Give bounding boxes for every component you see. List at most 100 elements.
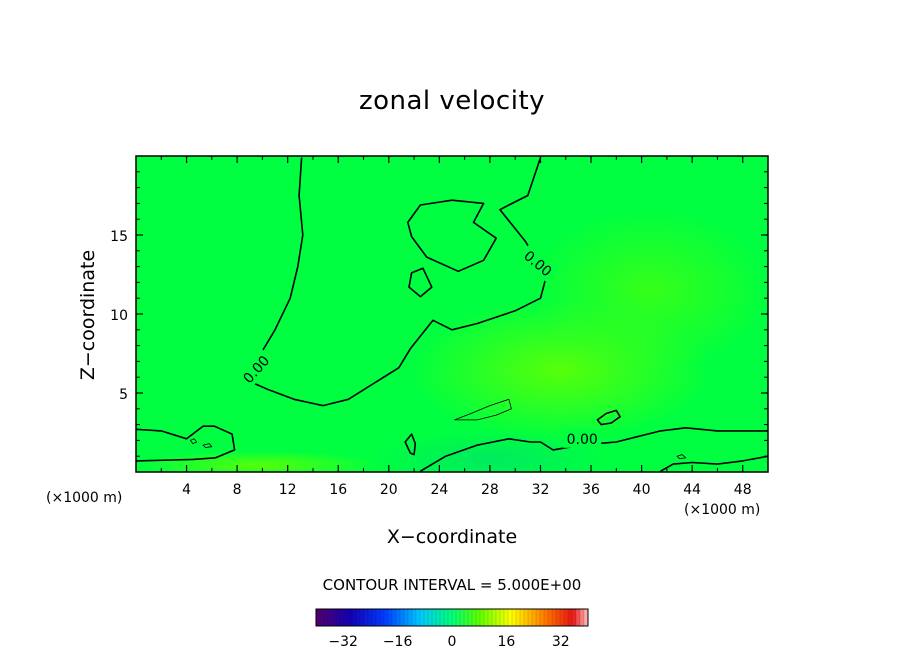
zero-contour <box>596 409 621 426</box>
colorbar-swatch <box>384 609 389 626</box>
colorbar-swatch <box>364 609 369 626</box>
zero-contour <box>404 433 417 456</box>
colorbar-swatch <box>368 609 373 626</box>
colorbar-swatch <box>396 609 401 626</box>
x-tick-label: 28 <box>481 482 499 498</box>
colorbar-swatch <box>432 609 437 626</box>
colorbar-swatch <box>544 609 549 626</box>
colorbar-swatch <box>412 609 417 626</box>
x-units-label-left: (×1000 m) <box>46 490 123 506</box>
colorbar-swatch <box>456 609 461 626</box>
colorbar-swatch <box>388 609 393 626</box>
contour-line <box>202 443 213 448</box>
colorbar-swatch <box>420 609 425 626</box>
colorbar-swatch <box>448 609 453 626</box>
colorbar-frame <box>315 608 589 627</box>
x-axis-label: X−coordinate <box>386 526 518 548</box>
contour-label-bg <box>563 429 602 448</box>
colorbar-swatch <box>404 609 409 626</box>
colorbar-swatch <box>336 609 341 626</box>
x-tick-label: 16 <box>329 482 347 498</box>
colorbar-swatch <box>436 609 441 626</box>
x-tick-label: 4 <box>182 482 191 498</box>
colorbar-swatch <box>488 609 493 626</box>
colorbar-swatch <box>468 609 473 626</box>
colorbar-tick-label: 32 <box>552 634 570 650</box>
colorbar-swatch <box>508 609 513 626</box>
colorbar-swatch <box>512 609 517 626</box>
zero-contour <box>660 455 768 472</box>
contour-line <box>190 438 198 444</box>
colorbar-swatch <box>576 609 581 626</box>
colorbar-swatch <box>360 609 365 626</box>
colorbar-swatch <box>324 609 329 626</box>
zero-contour <box>136 425 236 462</box>
colorbar-swatch <box>352 609 357 626</box>
colorbar-swatch <box>372 609 377 626</box>
colorbar-swatch <box>476 609 481 626</box>
colorbar-swatch <box>348 609 353 626</box>
contour-interval-label: CONTOUR INTERVAL = 5.000E+00 <box>322 576 582 594</box>
x-tick-label: 40 <box>633 482 651 498</box>
colorbar-swatch <box>460 609 465 626</box>
zero-contour <box>407 199 497 273</box>
contour-label-bg <box>517 244 559 283</box>
colorbar-swatch <box>416 609 421 626</box>
colorbar-swatch <box>424 609 429 626</box>
colorbar-tick-label: 16 <box>497 634 515 650</box>
colorbar-swatch <box>496 609 501 626</box>
colorbar: −32 −16 0 16 32 <box>315 608 589 650</box>
colorbar-swatch <box>568 609 573 626</box>
colorbar-swatch <box>500 609 505 626</box>
contour-label-bg <box>236 349 276 390</box>
x-tick-label: 48 <box>734 482 752 498</box>
colorbar-swatch <box>344 609 349 626</box>
colorbar-swatch <box>532 609 537 626</box>
zero-contour <box>408 267 433 298</box>
colorbar-swatch <box>556 609 561 626</box>
colorbar-swatch <box>444 609 449 626</box>
colorbar-swatch <box>536 609 541 626</box>
colorbar-swatch <box>440 609 445 626</box>
colorbar-swatch <box>320 609 325 626</box>
colorbar-swatch <box>428 609 433 626</box>
contour-label-group: 0.00 <box>563 429 602 448</box>
colorbar-swatch <box>580 609 585 626</box>
colorbar-tick-label: 0 <box>448 634 457 650</box>
y-tick-label: 10 <box>110 308 128 324</box>
colorbar-swatch <box>524 609 529 626</box>
colorbar-swatch <box>520 609 525 626</box>
x-tick-label: 32 <box>532 482 550 498</box>
x-tick-label: 12 <box>279 482 297 498</box>
colorbar-swatch <box>332 609 337 626</box>
contour-line <box>676 454 687 459</box>
contour-line <box>454 398 512 421</box>
x-tick-label: 24 <box>430 482 448 498</box>
colorbar-swatch <box>356 609 361 626</box>
x-tick-label: 36 <box>582 482 600 498</box>
colorbar-swatch <box>564 609 569 626</box>
x-tick-label: 20 <box>380 482 398 498</box>
colorbar-swatch <box>400 609 405 626</box>
colorbar-swatch <box>584 609 589 626</box>
x-tick-label: 44 <box>683 482 701 498</box>
colorbar-swatch <box>392 609 397 626</box>
colorbar-tick-label: −32 <box>328 634 358 650</box>
colorbar-swatch <box>528 609 533 626</box>
colorbar-swatch <box>560 609 565 626</box>
colorbar-swatch <box>376 609 381 626</box>
colorbar-tick-label: −16 <box>383 634 413 650</box>
colorbar-swatch <box>516 609 521 626</box>
colorbar-swatch <box>484 609 489 626</box>
y-tick-label: 5 <box>119 387 128 403</box>
colorbar-swatch <box>492 609 497 626</box>
chart-title: zonal velocity <box>358 86 546 116</box>
colorbar-swatch <box>316 609 321 626</box>
colorbar-swatch <box>540 609 545 626</box>
field-shading <box>140 210 768 472</box>
colorbar-swatch <box>472 609 477 626</box>
colorbar-swatch <box>408 609 413 626</box>
colorbar-swatch <box>452 609 457 626</box>
